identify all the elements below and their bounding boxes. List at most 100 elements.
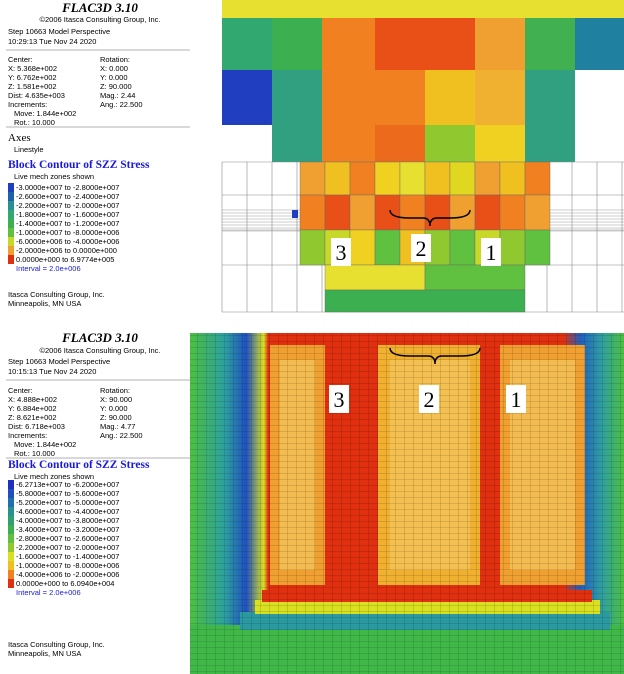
- block: [575, 125, 624, 162]
- label-box: [411, 234, 431, 262]
- block: [222, 70, 272, 125]
- label-box: [419, 385, 439, 413]
- zone: [524, 229, 551, 266]
- footer: Itasca Consulting Group, Inc.: [8, 640, 105, 649]
- legend-swatch: [8, 561, 14, 570]
- zone: [449, 194, 476, 231]
- legend-swatch: [8, 255, 14, 264]
- legend-swatch: [8, 192, 14, 201]
- view-info: Move: 1.844e+002: [14, 440, 76, 449]
- zone: [324, 194, 351, 231]
- view-info: X: 90.000: [100, 395, 132, 404]
- view-info: Z: 1.581e+002: [8, 82, 57, 91]
- block: [222, 125, 272, 162]
- view-info: Center:: [8, 386, 33, 395]
- block: [272, 70, 322, 125]
- header-line: 10:29:13 Tue Nov 24 2020: [8, 37, 96, 46]
- zone-label: 3: [334, 387, 345, 412]
- view-info: X: 4.888e+002: [8, 395, 57, 404]
- zone: [299, 194, 326, 231]
- zone: [474, 161, 501, 196]
- legend-swatch: [8, 219, 14, 228]
- view-info: Dist: 4.635e+003: [8, 91, 65, 100]
- zone-label: 1: [486, 240, 497, 265]
- block: [322, 18, 375, 70]
- legend-swatch: [8, 552, 14, 561]
- block: [375, 70, 425, 125]
- zone: [399, 194, 426, 231]
- zone: [499, 229, 526, 266]
- legend-swatch: [8, 579, 14, 588]
- interval: Interval = 2.0e+006: [16, 264, 81, 273]
- block: [222, 18, 272, 70]
- view-info: Ang.: 22.500: [100, 100, 143, 109]
- linestyle: Linestyle: [14, 145, 44, 154]
- label-box: [329, 385, 349, 413]
- block: [324, 264, 426, 291]
- header-line: ©2006 Itasca Consulting Group, Inc.: [39, 346, 160, 355]
- band: [222, 0, 624, 18]
- axes-heading: Axes: [8, 132, 31, 144]
- footer: Minneapolis, MN USA: [8, 649, 81, 658]
- legend-entry: -2.8000e+007 to -2.6000e+007: [16, 534, 119, 543]
- block: [322, 125, 375, 162]
- legend-swatch: [8, 210, 14, 219]
- legend-swatch: [8, 507, 14, 516]
- legend-entry: -1.4000e+007 to -1.2000e+007: [16, 219, 119, 228]
- legend-entry: -6.0000e+006 to -4.0000e+006: [16, 237, 119, 246]
- block: [375, 18, 425, 70]
- view-info: Y: 6.884e+002: [8, 404, 57, 413]
- zone: [424, 161, 451, 196]
- legend-swatch: [8, 201, 14, 210]
- contour-title: Block Contour of SZZ Stress: [8, 159, 150, 171]
- block: [375, 125, 425, 162]
- contour-note: Live mech zones shown: [14, 472, 94, 481]
- zone: [324, 161, 351, 196]
- block: [272, 125, 322, 162]
- legend-swatch: [8, 534, 14, 543]
- view-info: Y: 0.000: [100, 404, 128, 413]
- contour-view-2: [190, 333, 624, 674]
- label-box: [481, 238, 501, 266]
- view-info: Z: 90.000: [100, 82, 132, 91]
- block: [425, 70, 475, 125]
- legend-entry: -2.6000e+007 to -2.4000e+007: [16, 192, 119, 201]
- legend-entry: 0.0000e+000 to 6.0940e+004: [16, 579, 114, 588]
- legend-entry: -1.0000e+007 to -8.0000e+006: [16, 561, 119, 570]
- legend-entry: -4.0000e+007 to -3.8000e+007: [16, 516, 119, 525]
- block: [425, 18, 475, 70]
- block: [272, 18, 322, 70]
- block: [525, 18, 575, 70]
- legend-entry: -6.2713e+007 to -6.2000e+007: [16, 480, 119, 489]
- block: [525, 70, 575, 125]
- label-box: [506, 385, 526, 413]
- zone: [349, 229, 376, 266]
- view-info: Rot.: 10.000: [14, 449, 55, 458]
- view-info: Mag.: 2.44: [100, 91, 135, 100]
- legend-entry: -1.6000e+007 to -1.4000e+007: [16, 552, 119, 561]
- footer: Itasca Consulting Group, Inc.: [8, 290, 105, 299]
- block: [575, 18, 624, 70]
- legend-entry: -4.6000e+007 to -4.4000e+007: [16, 507, 119, 516]
- zone: [474, 194, 501, 231]
- view-info: Dist: 6.718e+003: [8, 422, 65, 431]
- zone-label: 1: [511, 387, 522, 412]
- view-info: Z: 8.621e+002: [8, 413, 57, 422]
- view-info: Y: 0.000: [100, 73, 128, 82]
- view-info: Ang.: 22.500: [100, 431, 143, 440]
- view-info: Center:: [8, 55, 33, 64]
- block: [425, 125, 475, 162]
- zone: [499, 161, 526, 196]
- mesh: [190, 333, 624, 674]
- legend-entry: -3.4000e+007 to -3.2000e+007: [16, 525, 119, 534]
- zone: [449, 229, 476, 266]
- block: [475, 70, 525, 125]
- header-line: Step 10663 Model Perspective: [8, 27, 110, 36]
- block: [525, 125, 575, 162]
- view-info: Increments:: [8, 100, 47, 109]
- view-info: X: 0.000: [100, 64, 128, 73]
- block: [475, 125, 525, 162]
- legend-swatch: [8, 543, 14, 552]
- zone: [349, 194, 376, 231]
- zone: [299, 229, 326, 266]
